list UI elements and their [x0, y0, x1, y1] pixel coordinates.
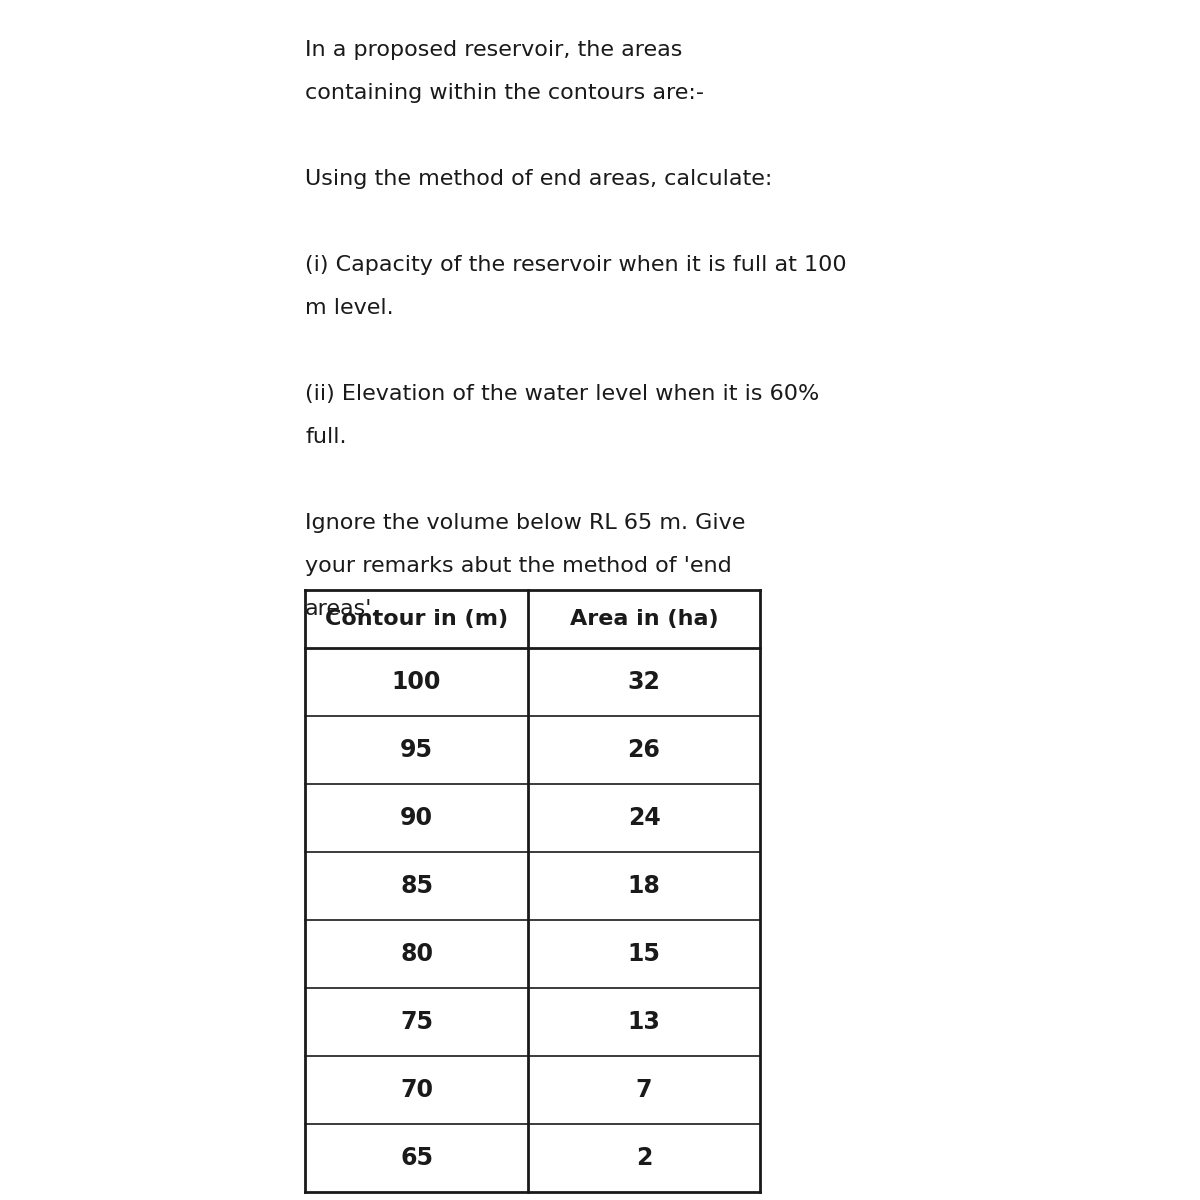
- Text: containing within the contours are:-: containing within the contours are:-: [305, 83, 704, 103]
- Text: 2: 2: [636, 1146, 652, 1170]
- Text: 7: 7: [636, 1078, 653, 1102]
- Text: 65: 65: [400, 1146, 433, 1170]
- Text: full.: full.: [305, 427, 347, 446]
- Text: 75: 75: [400, 1010, 433, 1034]
- Text: 80: 80: [400, 942, 433, 966]
- Text: (i) Capacity of the reservoir when it is full at 100: (i) Capacity of the reservoir when it is…: [305, 254, 847, 275]
- Text: Contour in (m): Contour in (m): [325, 608, 508, 629]
- Text: 13: 13: [628, 1010, 660, 1034]
- Text: 32: 32: [628, 670, 660, 694]
- Text: 95: 95: [400, 738, 433, 762]
- Text: (ii) Elevation of the water level when it is 60%: (ii) Elevation of the water level when i…: [305, 384, 820, 404]
- Text: 100: 100: [392, 670, 442, 694]
- Text: 85: 85: [400, 874, 433, 898]
- Text: In a proposed reservoir, the areas: In a proposed reservoir, the areas: [305, 40, 683, 60]
- Text: 24: 24: [628, 806, 660, 830]
- Text: m level.: m level.: [305, 298, 394, 318]
- Text: 70: 70: [400, 1078, 433, 1102]
- Text: 15: 15: [628, 942, 660, 966]
- Text: Ignore the volume below RL 65 m. Give: Ignore the volume below RL 65 m. Give: [305, 514, 745, 533]
- Text: your remarks abut the method of 'end: your remarks abut the method of 'end: [305, 556, 732, 576]
- Text: 18: 18: [628, 874, 660, 898]
- Text: areas'.: areas'.: [305, 599, 379, 619]
- Text: Area in (ha): Area in (ha): [570, 608, 719, 629]
- Text: Using the method of end areas, calculate:: Using the method of end areas, calculate…: [305, 169, 773, 188]
- Text: 90: 90: [400, 806, 433, 830]
- Text: 26: 26: [628, 738, 660, 762]
